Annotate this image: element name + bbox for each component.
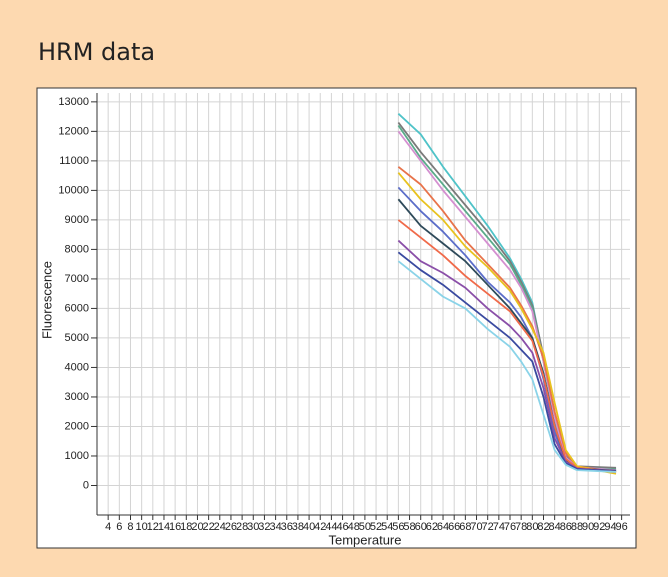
- y-tick-label: 10000: [58, 184, 89, 196]
- x-tick-label: 86: [560, 521, 572, 533]
- x-tick-label: 46: [336, 521, 348, 533]
- y-tick-label: 7000: [65, 273, 89, 285]
- y-tick-label: 6000: [65, 302, 89, 314]
- x-tick-label: 30: [247, 521, 259, 533]
- x-tick-label: 84: [549, 521, 561, 533]
- x-tick-label: 42: [314, 521, 326, 533]
- x-tick-label: 74: [493, 521, 505, 533]
- x-tick-label: 90: [582, 521, 594, 533]
- x-tick-label: 64: [437, 521, 449, 533]
- x-tick-label: 92: [593, 521, 605, 533]
- x-tick-label: 24: [214, 521, 226, 533]
- x-axis-label: Temperature: [329, 532, 402, 547]
- y-tick-label: 3000: [65, 391, 89, 403]
- x-tick-label: 50: [359, 521, 371, 533]
- x-tick-label: 20: [191, 521, 203, 533]
- x-tick-label: 44: [325, 521, 337, 533]
- axes: 0 1000 2000 3000 4000 5000 6000 7000 8000 9000 100…: [58, 93, 630, 533]
- x-tick-label: 34: [269, 521, 281, 533]
- y-tick-label: 2000: [65, 420, 89, 432]
- x-tick-label: 68: [459, 521, 471, 533]
- x-tick-label: 78: [515, 521, 527, 533]
- x-tick-label: 82: [537, 521, 549, 533]
- series-line: [397, 172, 617, 475]
- x-tick-label: 14: [158, 521, 170, 533]
- x-tick-label: 58: [403, 521, 415, 533]
- x-tick-label: 38: [292, 521, 304, 533]
- x-tick-label: 18: [180, 521, 192, 533]
- y-tick-label: 8000: [65, 243, 89, 255]
- x-tick-label: 16: [169, 521, 181, 533]
- x-tick-label: 40: [303, 521, 315, 533]
- y-tick-label: 11000: [59, 155, 89, 167]
- x-tick-label: 22: [202, 521, 214, 533]
- x-tick-label: 8: [127, 521, 133, 533]
- x-tick-label: 72: [482, 521, 494, 533]
- x-tick-label: 54: [381, 521, 393, 533]
- y-tick-label: 1000: [65, 450, 89, 462]
- x-tick-label: 60: [415, 521, 427, 533]
- series-line: [397, 260, 617, 473]
- x-tick-label: 26: [225, 521, 237, 533]
- x-tick-label: 56: [392, 521, 404, 533]
- x-tick-label: 28: [236, 521, 248, 533]
- x-tick-label: 12: [147, 521, 159, 533]
- grid: [97, 93, 630, 515]
- x-tick-label: 96: [616, 521, 628, 533]
- y-axis-label: Fluorescence: [39, 261, 54, 339]
- x-tick-label: 48: [348, 521, 360, 533]
- chart-title: HRM data: [38, 38, 156, 66]
- x-tick-label: 80: [526, 521, 538, 533]
- x-tick-label: 66: [448, 521, 460, 533]
- x-tick-label: 94: [604, 521, 616, 533]
- y-tick-label: 13000: [58, 96, 89, 108]
- chart-frame: [36, 87, 637, 549]
- y-tick-label: 9000: [65, 214, 89, 226]
- y-tick-label: 5000: [65, 332, 89, 344]
- y-tick-label: 4000: [65, 361, 89, 373]
- series-line: [397, 166, 617, 474]
- series-line: [397, 219, 617, 474]
- y-tick-label: 0: [83, 479, 89, 491]
- x-tick-label: 36: [281, 521, 293, 533]
- x-tick-label: 10: [136, 521, 148, 533]
- x-tick-label: 52: [370, 521, 382, 533]
- y-tick-label: 12000: [58, 125, 89, 137]
- x-tick-label: 62: [426, 521, 438, 533]
- x-tick-label: 4: [105, 521, 111, 533]
- x-tick-label: 6: [116, 521, 122, 533]
- x-tick-label: 88: [571, 521, 583, 533]
- x-tick-label: 76: [504, 521, 516, 533]
- x-tick-label: 32: [258, 521, 270, 533]
- x-tick-label: 70: [470, 521, 482, 533]
- lines: [397, 112, 617, 475]
